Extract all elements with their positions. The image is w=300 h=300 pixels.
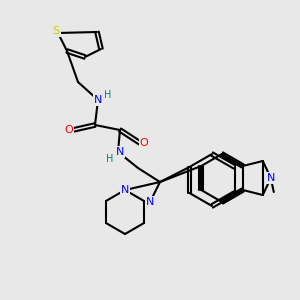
Text: N: N	[116, 147, 124, 157]
Text: H: H	[104, 90, 112, 100]
Text: N: N	[146, 197, 154, 207]
Text: O: O	[64, 125, 74, 135]
Text: N: N	[267, 173, 275, 183]
Text: N: N	[121, 185, 129, 195]
Text: N: N	[94, 95, 102, 105]
Text: H: H	[106, 154, 114, 164]
Text: S: S	[52, 26, 60, 36]
Text: O: O	[140, 138, 148, 148]
